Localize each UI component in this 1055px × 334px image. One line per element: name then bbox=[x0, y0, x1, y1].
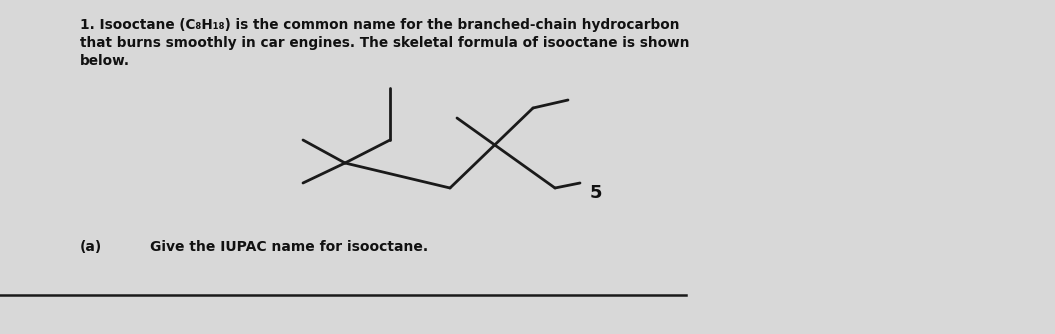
Text: (a): (a) bbox=[80, 240, 102, 254]
Text: 1. Isooctane (C₈H₁₈) is the common name for the branched-chain hydrocarbon
that : 1. Isooctane (C₈H₁₈) is the common name … bbox=[80, 18, 690, 68]
Text: Give the IUPAC name for isooctane.: Give the IUPAC name for isooctane. bbox=[150, 240, 428, 254]
Text: 5: 5 bbox=[590, 184, 602, 202]
